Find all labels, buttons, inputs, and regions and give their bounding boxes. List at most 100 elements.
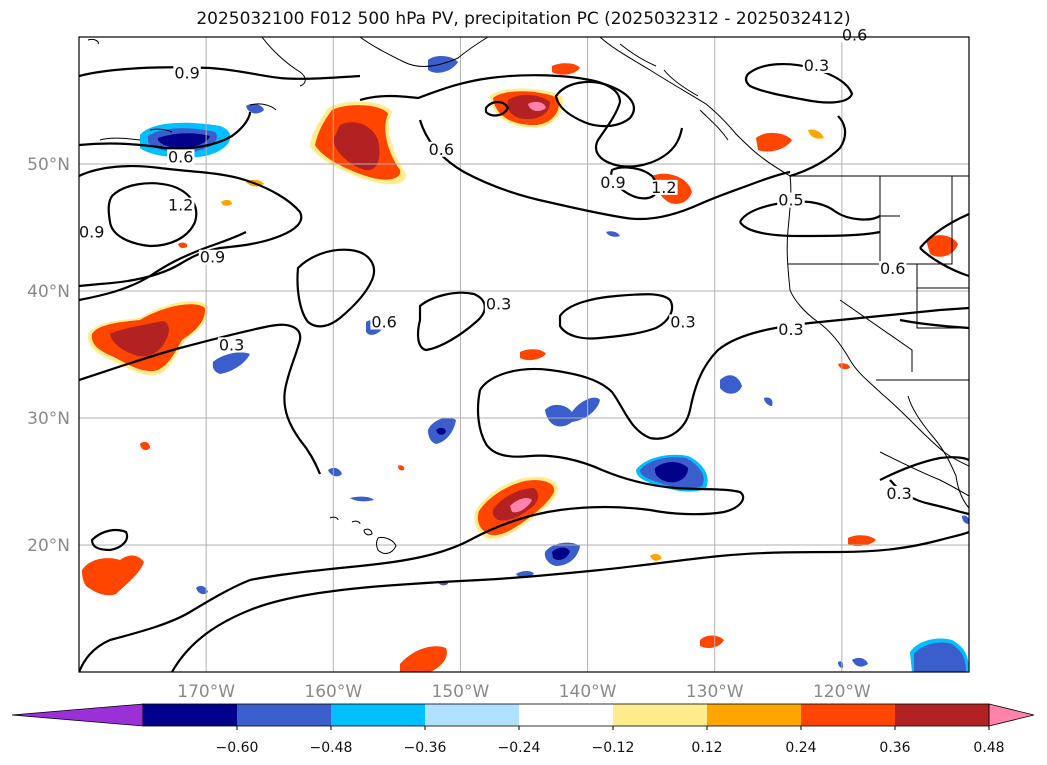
precip-negative-blob bbox=[328, 467, 342, 477]
contour-label-bg bbox=[802, 57, 831, 73]
pv-contour-0.6-north bbox=[359, 74, 684, 168]
coastline bbox=[359, 37, 489, 67]
lon-tick-label: 120°W bbox=[813, 682, 871, 702]
pv-contour-label: 0.3 bbox=[804, 56, 829, 75]
colorbar-extend-min bbox=[11, 703, 144, 727]
pv-contour-0.5 bbox=[739, 200, 881, 223]
precip-positive-blob bbox=[490, 88, 563, 128]
axis-labels: 170°W 160°W 150°W 140°W 130°W 120°W 50°N 40°N 30… bbox=[27, 155, 871, 702]
pv-contour-label: 0.6 bbox=[371, 312, 396, 331]
contour-label-bg bbox=[669, 314, 697, 330]
precip-negative-blob bbox=[350, 496, 374, 502]
contour-label-bg bbox=[166, 197, 195, 213]
precip-positive-blob bbox=[221, 199, 232, 206]
pv-contour-small-sw bbox=[90, 529, 129, 552]
lon-tick-label: 150°W bbox=[432, 682, 490, 702]
colorbar-segment bbox=[143, 704, 238, 726]
lat-tick-label: 30°N bbox=[27, 409, 70, 429]
pv-contour-0.3-far-south bbox=[171, 530, 969, 672]
precip-negative-blob bbox=[428, 56, 458, 73]
pv-contour-label: 0.6 bbox=[429, 140, 454, 159]
pv-contour-label: 0.9 bbox=[600, 173, 625, 192]
pv-contour-1.2-west bbox=[107, 182, 198, 248]
precip-positive-blob bbox=[756, 132, 792, 152]
contour-label-bg bbox=[878, 261, 907, 277]
lon-tick-label: 160°W bbox=[304, 682, 362, 702]
border-state bbox=[916, 264, 969, 329]
pv-contour-0.3-central bbox=[479, 306, 969, 440]
contour-label-bg bbox=[840, 27, 869, 43]
contour-label-bg bbox=[599, 174, 627, 190]
coastline-aleutians bbox=[87, 39, 173, 141]
pv-contour-0.3-east bbox=[558, 293, 674, 340]
contour-label-bg bbox=[484, 296, 513, 312]
pv-contour-small bbox=[484, 100, 510, 117]
pv-contour-label: 0.5 bbox=[778, 191, 803, 210]
colorbar-segment bbox=[707, 704, 802, 726]
lat-tick-label: 50°N bbox=[27, 155, 70, 175]
pv-contour-0.3 bbox=[79, 323, 322, 475]
pv-contour-label: 0.9 bbox=[174, 64, 199, 83]
precip-negative-blob bbox=[636, 454, 708, 492]
colorbar-tick-label: −0.24 bbox=[498, 740, 541, 756]
lat-tick-label: 40°N bbox=[27, 282, 70, 302]
pv-contour-0.3-se bbox=[879, 456, 969, 481]
map-frame bbox=[78, 36, 970, 673]
contour-label-bg bbox=[173, 65, 201, 81]
lon-tick-label: 130°W bbox=[686, 682, 744, 702]
colorbar-outline bbox=[142, 703, 990, 727]
pv-contour-label: 1.2 bbox=[168, 196, 193, 215]
precip-positive-blob bbox=[700, 635, 724, 648]
precip-negative-blob bbox=[246, 103, 264, 114]
precip-negative-blob bbox=[764, 397, 773, 406]
precip-negative-blob bbox=[720, 375, 742, 394]
precip-positive-blob bbox=[848, 535, 876, 547]
colorbar-tick-label: 0.48 bbox=[973, 740, 1004, 756]
precip-positive-blob bbox=[82, 555, 144, 596]
map-title: 2025032100 F012 500 hPa PV, precipitatio… bbox=[196, 9, 851, 29]
coastline-islands bbox=[619, 43, 729, 141]
coastline bbox=[249, 103, 277, 111]
coastline-bc bbox=[599, 37, 791, 177]
pv-contour-0.6-e3 bbox=[899, 318, 969, 330]
precip-positive-blob bbox=[400, 646, 447, 672]
pv-contour-label: 0.9 bbox=[200, 248, 225, 267]
pv-contour-label: 0.6 bbox=[842, 25, 867, 44]
precip-negative-blob bbox=[606, 231, 620, 237]
contour-label-bg bbox=[650, 179, 678, 195]
precip-positive-blob bbox=[808, 129, 824, 139]
colorbar-tick-label: 0.12 bbox=[691, 740, 722, 756]
precip-negative-blob bbox=[212, 352, 250, 374]
precip-positive-blob bbox=[552, 63, 580, 75]
precip-positive-blob bbox=[474, 476, 559, 540]
pv-contour-label: 0.6 bbox=[880, 259, 905, 278]
precip-positive-blob bbox=[926, 235, 958, 257]
precip-negative-blob bbox=[962, 515, 969, 524]
contour-label-bg bbox=[885, 485, 913, 501]
pv-contour-label: 0.3 bbox=[778, 320, 803, 339]
pv-contour-0.5b bbox=[739, 221, 881, 238]
precip-negative-blob bbox=[852, 657, 868, 667]
colorbar-segment bbox=[613, 704, 708, 726]
precip-positive-blob bbox=[650, 553, 662, 561]
colorbar-tick-label: 0.24 bbox=[785, 740, 816, 756]
colorbar-segment bbox=[895, 704, 990, 726]
precip-positive-blob bbox=[140, 441, 150, 451]
pv-contour-0.9-west bbox=[79, 164, 303, 288]
pv-contour-0.3-mid bbox=[416, 291, 486, 352]
precip-positive-blob bbox=[87, 301, 209, 376]
lon-tick-label: 140°W bbox=[559, 682, 617, 702]
pv-contour-north-loop bbox=[554, 80, 635, 128]
gridlines bbox=[79, 37, 969, 672]
colorbar-segment bbox=[237, 704, 332, 726]
colorbar-segment bbox=[801, 704, 896, 726]
pv-contour-0.9-north bbox=[418, 119, 791, 221]
colorbar-extend-max bbox=[988, 703, 1035, 727]
precip-positive-blob bbox=[398, 465, 405, 471]
coastline-mexico bbox=[879, 451, 969, 497]
pv-contour-label: 0.6 bbox=[168, 147, 193, 166]
colorbar-segment bbox=[519, 704, 614, 726]
precip-negative-blob bbox=[545, 397, 600, 427]
contour-labels: 0.9 0.6 1.2 0.9 0.9 0.3 0.6 0.6 0.3 0.9 1.2 0.3 0.3 0… bbox=[77, 25, 913, 503]
